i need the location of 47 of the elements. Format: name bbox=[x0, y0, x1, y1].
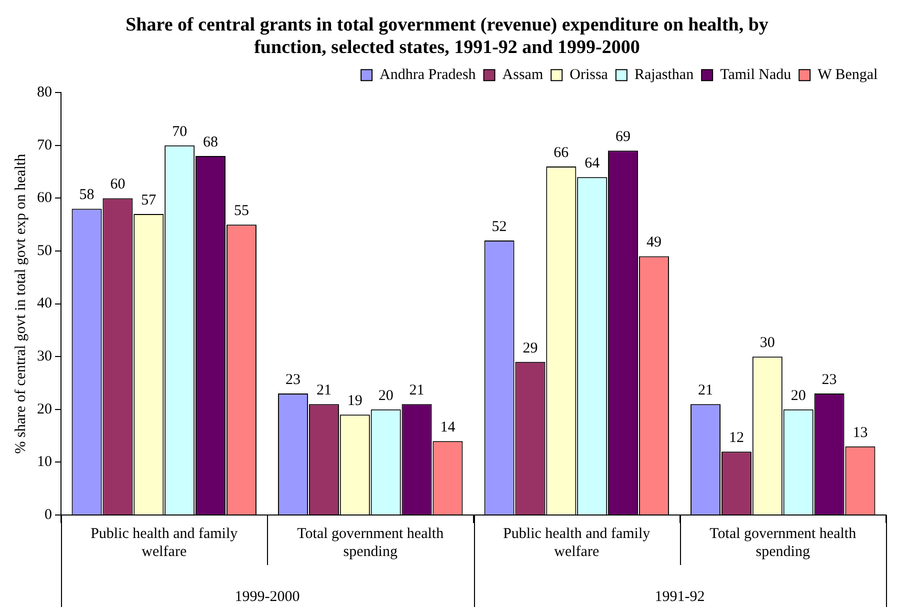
data-label: 23 bbox=[286, 372, 301, 388]
data-label: 19 bbox=[347, 393, 362, 410]
data-label: 21 bbox=[316, 382, 332, 399]
y-axis-title: % share of central govt in total govt exp on health bbox=[12, 153, 29, 454]
data-label: 64 bbox=[584, 156, 600, 172]
data-label: 70 bbox=[172, 124, 188, 140]
y-tick-label: 10 bbox=[37, 454, 52, 470]
data-label: 14 bbox=[440, 420, 456, 436]
y-tick-label: 80 bbox=[37, 84, 52, 101]
y-tick-label: 0 bbox=[44, 506, 52, 523]
legend-label: Assam bbox=[502, 67, 544, 84]
text: 1999-2000 bbox=[234, 588, 300, 605]
legend-label: Andhra Pradesh bbox=[380, 67, 476, 84]
data-label: 29 bbox=[522, 340, 538, 356]
x-tick-label: Total government health spending bbox=[710, 526, 857, 560]
x-tick-label: Total government health spending bbox=[297, 526, 444, 560]
data-label: 55 bbox=[234, 203, 249, 220]
data-label: 13 bbox=[852, 424, 868, 441]
data-label: 20 bbox=[790, 388, 806, 404]
legend-label: W Bengal bbox=[818, 67, 878, 84]
y-tick-label: 30 bbox=[37, 348, 52, 365]
x-tick-label: Public health and family welfare bbox=[503, 526, 651, 560]
legend-label: Tamil Nadu bbox=[720, 67, 792, 84]
x-tick-label: Public health and family welfare bbox=[90, 526, 238, 560]
data-label: 30 bbox=[760, 335, 775, 352]
legend-label: Orissa bbox=[570, 67, 608, 84]
data-label: 60 bbox=[110, 176, 126, 193]
y-tick-label: 50 bbox=[37, 242, 52, 259]
text: 1991-92 bbox=[654, 588, 705, 605]
data-label: 52 bbox=[492, 218, 507, 235]
data-label: 66 bbox=[554, 144, 570, 161]
data-label: 21 bbox=[409, 382, 424, 399]
data-label: 68 bbox=[203, 134, 218, 150]
data-label: 69 bbox=[616, 129, 631, 146]
data-label: 49 bbox=[646, 234, 662, 251]
data-label: 20 bbox=[378, 388, 394, 404]
chart-title: Share of central grants in total government (revenue) expenditure on health, by function, selected states, 1991-92 and 1999-2000 bbox=[126, 14, 769, 58]
y-tick-label: 60 bbox=[37, 190, 52, 206]
y-tick-label: 40 bbox=[37, 296, 52, 312]
y-tick-label: 20 bbox=[37, 401, 52, 418]
legend-label: Rajasthan bbox=[634, 67, 694, 84]
data-label: 58 bbox=[79, 187, 94, 204]
data-label: 21 bbox=[698, 382, 714, 399]
data-label: 23 bbox=[822, 372, 837, 388]
data-label: 57 bbox=[141, 192, 157, 208]
y-tick-label: 70 bbox=[37, 137, 52, 154]
data-label: 12 bbox=[728, 430, 744, 446]
